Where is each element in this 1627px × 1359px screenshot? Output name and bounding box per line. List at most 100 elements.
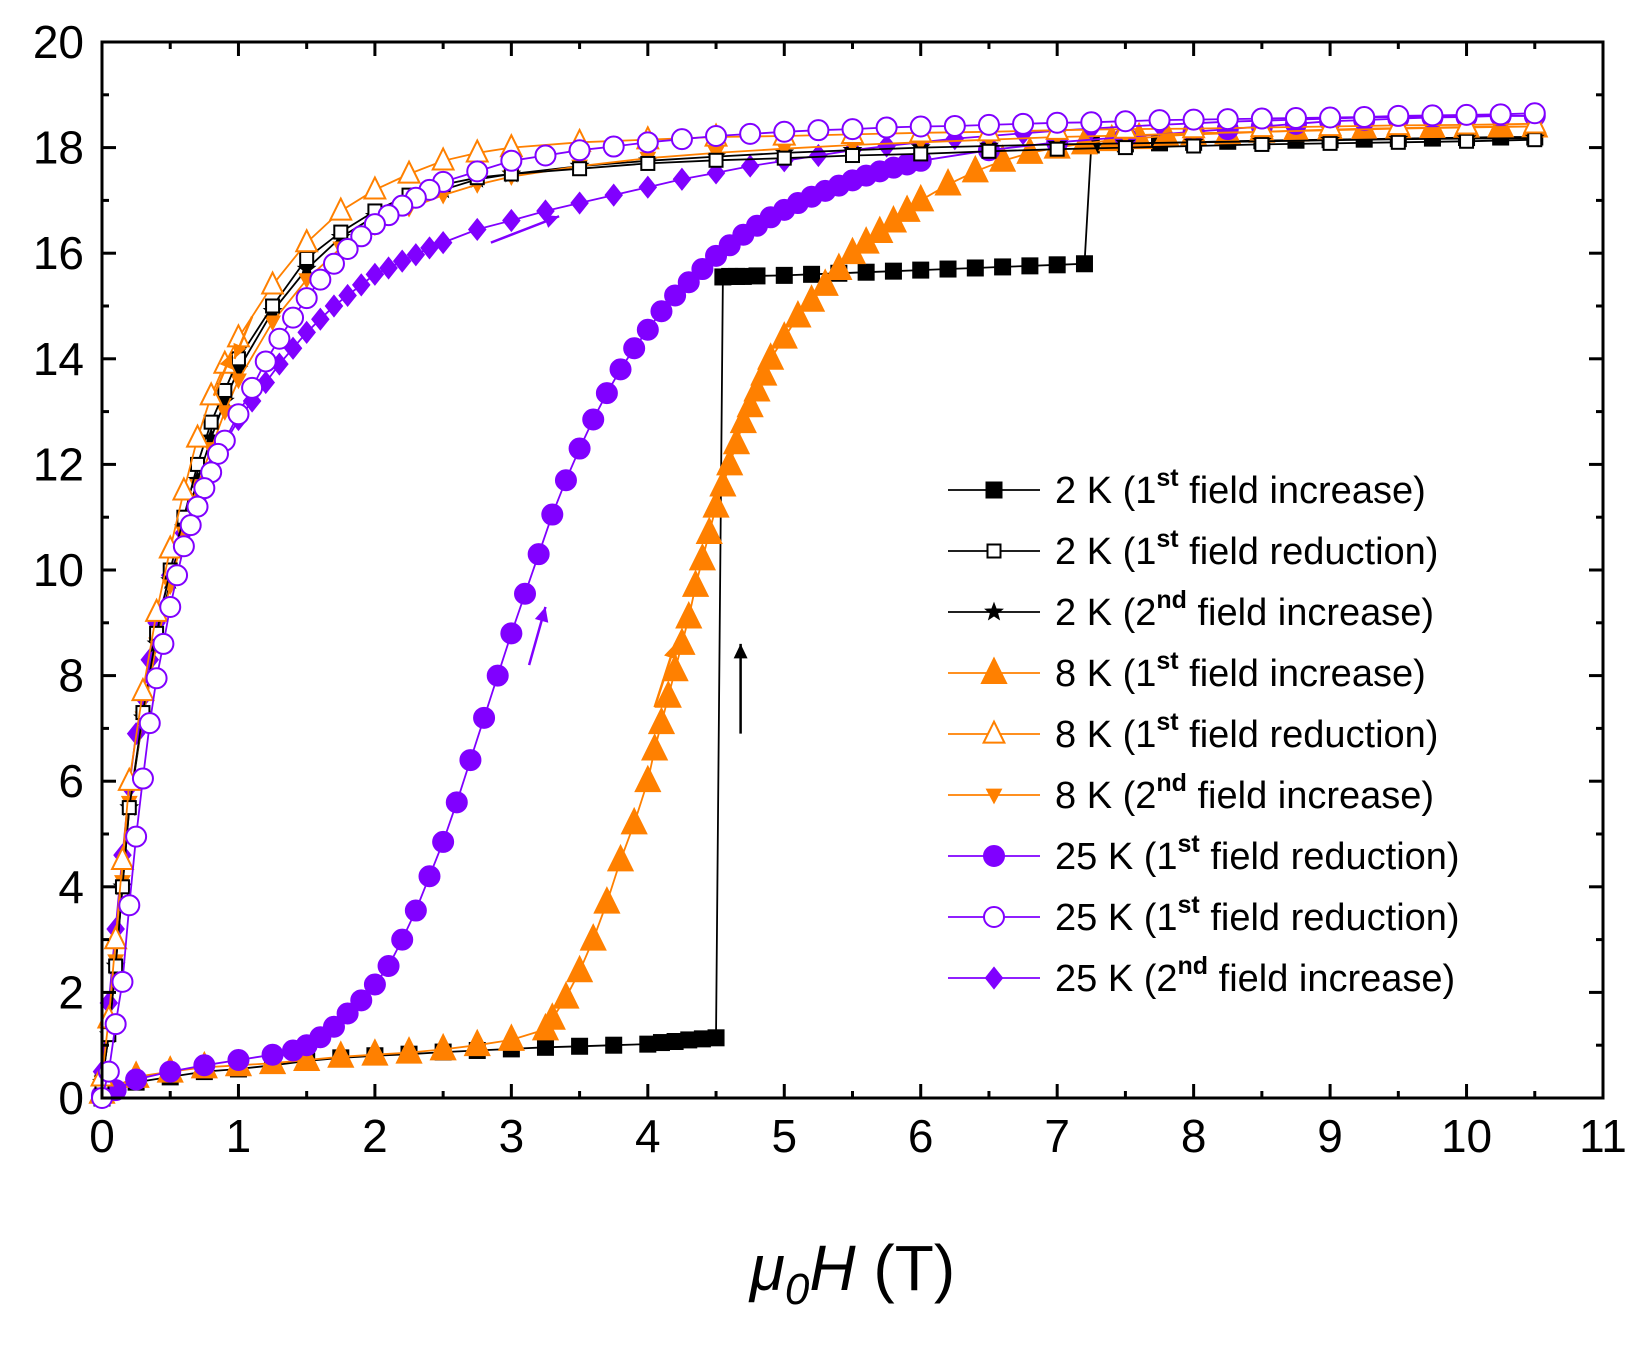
data-point: [145, 667, 168, 690]
data-point: [981, 143, 997, 159]
data-point: [638, 175, 658, 199]
data-point: [609, 358, 632, 381]
data-point: [1254, 136, 1270, 152]
data-point: [716, 447, 744, 476]
data-point: [1216, 108, 1239, 131]
data-point: [500, 149, 523, 172]
data-point: [602, 135, 625, 158]
data-point: [172, 535, 195, 558]
legend: 2 K (1st field increase)2 K (1st field r…: [948, 464, 1460, 1000]
data-point: [623, 337, 646, 360]
arrow-head: [733, 643, 748, 659]
data-point: [193, 1054, 216, 1077]
data-point: [159, 595, 182, 618]
data-point: [1390, 134, 1406, 150]
data-point: [670, 128, 693, 151]
data-point: [322, 252, 345, 275]
data-point: [675, 601, 703, 629]
legend-item-1: 2 K (1st field reduction): [948, 525, 1438, 573]
data-point: [497, 1023, 525, 1051]
data-point: [433, 231, 453, 255]
data-point: [445, 791, 468, 814]
data-point: [350, 989, 373, 1012]
data-point: [803, 265, 821, 283]
data-point: [1075, 255, 1093, 273]
data-point: [943, 114, 966, 137]
data-point: [776, 150, 792, 166]
data-point: [857, 263, 875, 281]
legend-label-post: field reduction): [1200, 897, 1460, 939]
data-point: [365, 262, 385, 286]
data-point: [688, 542, 717, 571]
data-point: [570, 191, 589, 215]
x-tick-label: 7: [1044, 1110, 1070, 1162]
legend-marker: [980, 656, 1008, 684]
data-point: [159, 1060, 182, 1083]
y-tick-label: 16: [33, 227, 84, 279]
data-point: [572, 161, 588, 177]
data-point: [541, 503, 564, 526]
y-tick-label: 10: [33, 544, 84, 596]
data-point: [1117, 140, 1133, 156]
data-point: [636, 318, 659, 341]
data-point: [606, 843, 635, 872]
data-point: [702, 490, 730, 518]
data-point: [362, 175, 387, 200]
arrow-head: [543, 214, 560, 228]
data-point: [486, 664, 509, 687]
x-tick-label: 11: [1579, 1110, 1627, 1162]
data-point: [103, 924, 128, 950]
data-point: [206, 442, 229, 465]
data-point: [775, 266, 793, 284]
legend-label-post: field reduction): [1179, 531, 1439, 573]
legend-marker: [985, 481, 1003, 499]
data-point: [1523, 102, 1546, 125]
data-point: [264, 315, 281, 332]
data-point: [966, 259, 984, 277]
data-point: [217, 382, 233, 398]
legend-marker: [981, 719, 1007, 744]
data-point: [97, 1060, 120, 1083]
data-point: [571, 1037, 589, 1055]
data-point: [647, 706, 676, 735]
y-tick-label: 0: [58, 1072, 84, 1124]
data-point: [110, 845, 135, 871]
data-point: [1459, 133, 1475, 149]
data-point: [1182, 108, 1205, 131]
data-point: [185, 423, 210, 448]
arrow-head: [664, 643, 678, 660]
legend-item-3: 8 K (1st field increase): [948, 647, 1426, 695]
data-point: [295, 287, 318, 310]
legend-label-post: field increase): [1208, 958, 1455, 1000]
legend-label: 25 K (2nd field increase): [1055, 952, 1455, 1000]
legend-label-sup: nd: [1178, 952, 1209, 980]
data-point: [1049, 141, 1065, 157]
data-point: [121, 800, 137, 816]
legend-label-sup: st: [1156, 525, 1179, 553]
data-point: [705, 124, 728, 147]
data-point: [825, 252, 853, 281]
data-point: [363, 213, 386, 236]
data-point: [797, 284, 826, 312]
legend-label-post: field increase): [1179, 653, 1426, 695]
data-point: [294, 228, 319, 253]
data-point: [636, 131, 659, 154]
data-point: [171, 476, 196, 501]
data-point: [634, 764, 662, 793]
data-point: [552, 981, 580, 1009]
data-point: [261, 1043, 284, 1066]
data-point: [708, 152, 724, 168]
x-axis-title: μ0H (T): [748, 1232, 955, 1314]
legend-marker: [985, 788, 1003, 805]
x-tick-label: 0: [89, 1110, 115, 1162]
y-tick-label: 6: [58, 755, 84, 807]
data-point: [579, 923, 607, 951]
legend-label: 25 K (1st field reduction): [1055, 891, 1460, 939]
arrow-head: [219, 353, 233, 370]
data-point: [114, 879, 130, 895]
data-point: [593, 886, 621, 914]
data-point: [1421, 104, 1444, 127]
legend-label-pre: 25 K (1: [1055, 836, 1178, 878]
